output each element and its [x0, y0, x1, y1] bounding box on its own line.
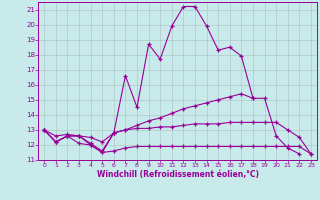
X-axis label: Windchill (Refroidissement éolien,°C): Windchill (Refroidissement éolien,°C) [97, 170, 259, 179]
